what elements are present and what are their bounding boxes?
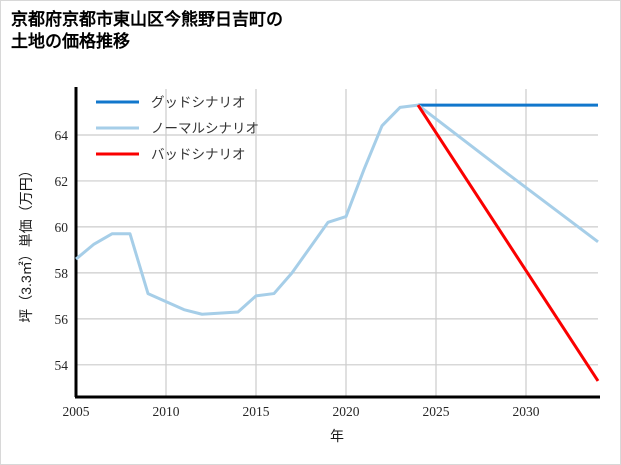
- y-tick-label: 64: [55, 128, 69, 143]
- y-tick-label: 60: [55, 220, 69, 235]
- y-tick-label: 58: [55, 266, 69, 281]
- y-tick-labels: 54 56 58 60 62 64: [55, 128, 69, 373]
- x-tick-label: 2025: [423, 404, 450, 419]
- y-axis-title: 坪（3.3㎡）単価（万円）: [18, 163, 34, 322]
- x-axis-title: 年: [330, 428, 344, 444]
- legend-label-1: グッドシナリオ: [151, 95, 246, 110]
- x-tick-label: 2010: [153, 404, 180, 419]
- x-tick-label: 2015: [243, 404, 270, 419]
- chart-title: 京都府京都市東山区今熊野日吉町の 土地の価格推移: [11, 10, 283, 52]
- x-tick-label: 2020: [333, 404, 360, 419]
- x-tick-label: 2030: [513, 404, 540, 419]
- data-series-group: [75, 103, 600, 382]
- series-line-3: [416, 104, 600, 382]
- legend-label-3: バッドシナリオ: [151, 147, 246, 162]
- y-tick-label: 62: [55, 174, 69, 189]
- axis-spines: [74, 87, 600, 399]
- y-tick-label: 56: [55, 312, 69, 327]
- series-line-2: [75, 103, 599, 316]
- x-tick-labels: 2005 2010 2015 2020 2025 2030: [63, 404, 540, 419]
- x-tick-label: 2005: [63, 404, 90, 419]
- legend-label-2: ノーマルシナリオ: [151, 121, 259, 136]
- y-tick-label: 54: [55, 358, 69, 373]
